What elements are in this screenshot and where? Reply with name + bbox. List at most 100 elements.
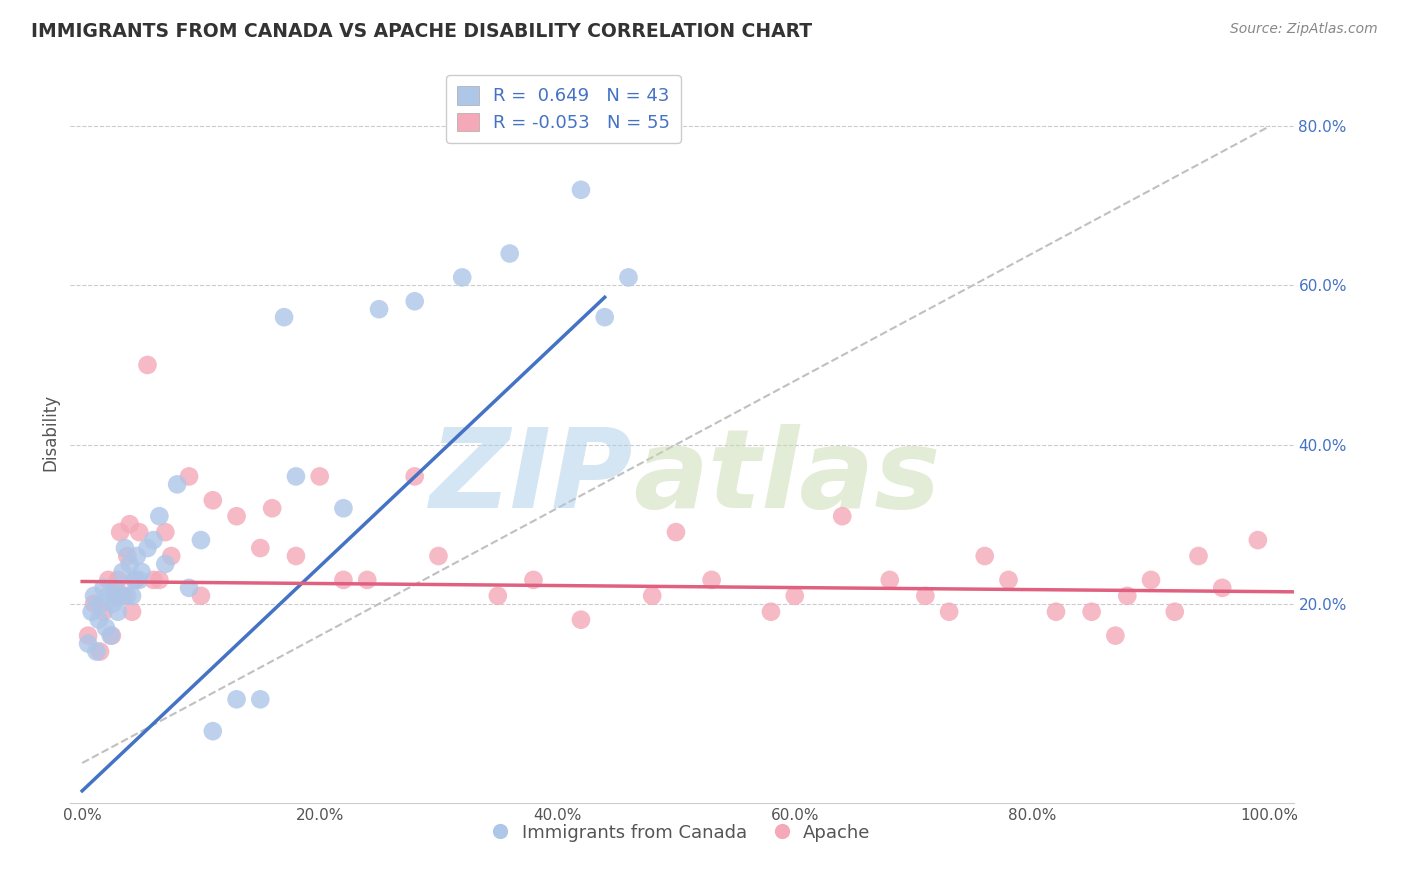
Point: [404, 469, 426, 483]
Point: [121, 589, 143, 603]
Point: [160, 549, 183, 563]
Point: [111, 565, 134, 579]
Point: [112, 589, 135, 603]
Point: [641, 589, 664, 603]
Point: [97, 573, 120, 587]
Point: [249, 541, 271, 555]
Point: [166, 477, 188, 491]
Text: ZIP: ZIP: [429, 424, 633, 531]
Point: [700, 573, 723, 587]
Point: [101, 629, 124, 643]
Point: [177, 469, 200, 483]
Point: [114, 541, 136, 555]
Point: [451, 270, 474, 285]
Point: [973, 549, 995, 563]
Point: [177, 581, 200, 595]
Point: [879, 573, 901, 587]
Point: [1164, 605, 1187, 619]
Point: [83, 597, 105, 611]
Point: [593, 310, 616, 325]
Point: [1187, 549, 1209, 563]
Point: [87, 613, 110, 627]
Point: [486, 589, 509, 603]
Legend: Immigrants from Canada, Apache: Immigrants from Canada, Apache: [486, 817, 877, 849]
Point: [89, 644, 111, 658]
Point: [117, 589, 139, 603]
Point: [1104, 629, 1126, 643]
Point: [522, 573, 544, 587]
Point: [225, 509, 247, 524]
Point: [117, 549, 139, 563]
Point: [284, 549, 307, 563]
Point: [104, 589, 127, 603]
Point: [201, 493, 224, 508]
Point: [108, 589, 131, 603]
Point: [83, 589, 105, 603]
Point: [665, 525, 688, 540]
Point: [225, 692, 247, 706]
Point: [617, 270, 640, 285]
Point: [997, 573, 1019, 587]
Point: [100, 629, 122, 643]
Point: [125, 549, 148, 563]
Point: [107, 573, 129, 587]
Point: [1116, 589, 1139, 603]
Point: [148, 509, 170, 524]
Point: [262, 501, 284, 516]
Point: [284, 469, 307, 483]
Point: [142, 573, 165, 587]
Point: [332, 501, 354, 516]
Point: [90, 597, 112, 611]
Text: Source: ZipAtlas.com: Source: ZipAtlas.com: [1230, 22, 1378, 37]
Point: [136, 541, 159, 555]
Point: [190, 533, 212, 547]
Point: [124, 573, 146, 587]
Point: [148, 573, 170, 587]
Point: [77, 629, 100, 643]
Point: [77, 637, 100, 651]
Point: [128, 525, 150, 540]
Point: [759, 605, 782, 619]
Point: [104, 581, 127, 595]
Point: [201, 724, 224, 739]
Point: [136, 358, 159, 372]
Point: [118, 517, 141, 532]
Point: [128, 573, 150, 587]
Point: [93, 605, 115, 619]
Point: [80, 605, 103, 619]
Point: [101, 597, 124, 611]
Point: [783, 589, 806, 603]
Point: [427, 549, 450, 563]
Point: [1140, 573, 1163, 587]
Point: [118, 557, 141, 571]
Point: [249, 692, 271, 706]
Point: [332, 573, 354, 587]
Point: [499, 246, 522, 260]
Point: [142, 533, 165, 547]
Point: [93, 581, 115, 595]
Point: [124, 573, 146, 587]
Point: [155, 525, 177, 540]
Point: [1080, 605, 1102, 619]
Text: IMMIGRANTS FROM CANADA VS APACHE DISABILITY CORRELATION CHART: IMMIGRANTS FROM CANADA VS APACHE DISABIL…: [31, 22, 813, 41]
Point: [86, 644, 108, 658]
Point: [131, 565, 153, 579]
Point: [97, 589, 120, 603]
Point: [1045, 605, 1067, 619]
Point: [273, 310, 295, 325]
Point: [1247, 533, 1270, 547]
Point: [569, 183, 592, 197]
Point: [356, 573, 378, 587]
Text: atlas: atlas: [633, 424, 941, 531]
Point: [121, 605, 143, 619]
Point: [914, 589, 936, 603]
Point: [1211, 581, 1233, 595]
Point: [938, 605, 960, 619]
Point: [308, 469, 330, 483]
Point: [94, 621, 117, 635]
Point: [108, 525, 131, 540]
Point: [404, 294, 426, 309]
Point: [831, 509, 853, 524]
Point: [368, 302, 391, 317]
Y-axis label: Disability: Disability: [41, 394, 59, 471]
